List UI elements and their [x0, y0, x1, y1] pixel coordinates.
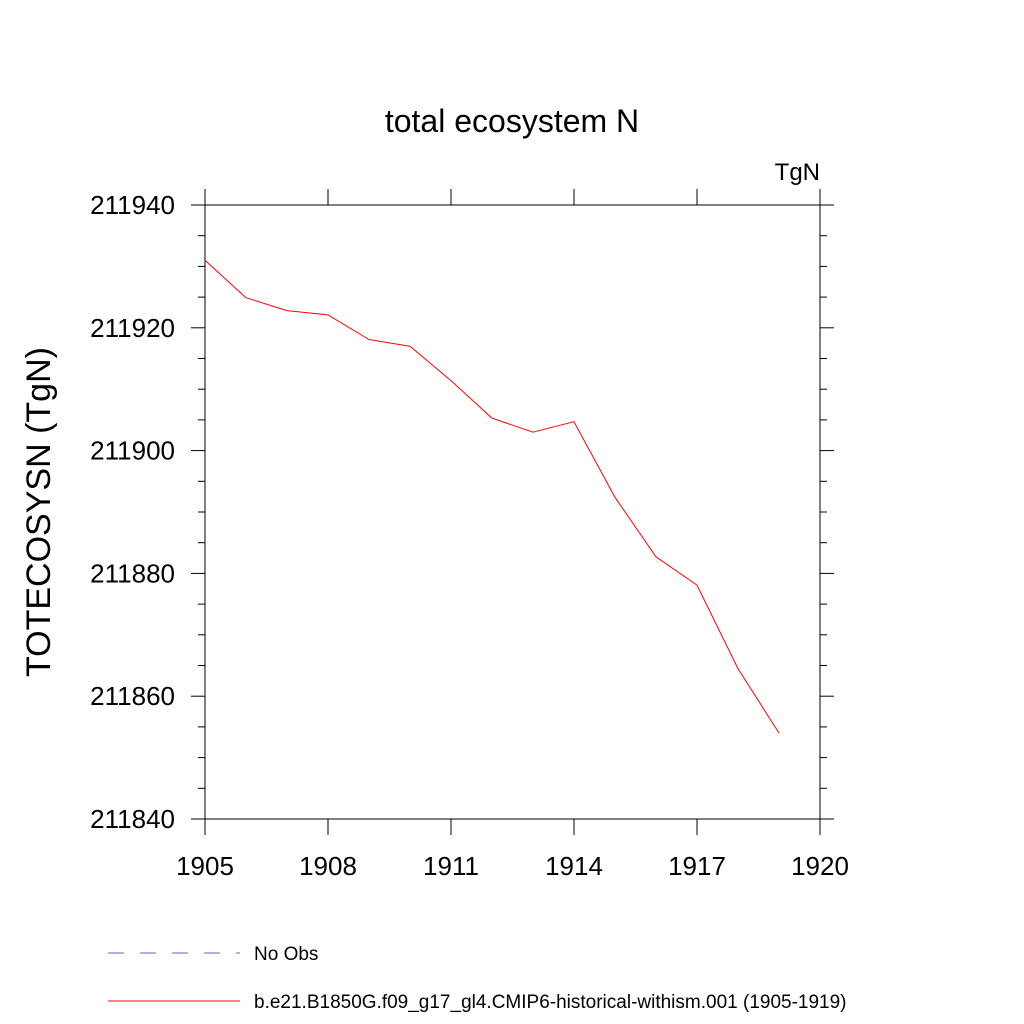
y-tick-label: 211840 — [90, 804, 175, 834]
y-tick-label: 211940 — [90, 190, 175, 220]
legend-label-1: No Obs — [254, 944, 318, 965]
y-tick-label: 211860 — [90, 681, 175, 711]
axes: 211840 211860 211880 211900 211920 211940 1905… — [90, 189, 849, 881]
x-tick-label: 1911 — [423, 851, 479, 881]
x-tick-label: 1905 — [176, 851, 234, 881]
y-tick-label: 211900 — [90, 436, 175, 466]
y-axis-label: TOTECOSYSN (TgN) — [20, 347, 58, 677]
legend-label-2: b.e21.B1850G.f09_g17_gl4.CMIP6-historica… — [254, 992, 847, 1013]
chart-title: total ecosystem N — [385, 103, 639, 139]
plot-frame — [204, 204, 821, 820]
x-tick-label: 1914 — [545, 851, 603, 881]
series-layer — [204, 259, 780, 734]
x-tick-label: 1908 — [299, 851, 357, 881]
legend: No Obs b.e21.B1850G.f09_g17_gl4.CMIP6-his… — [108, 944, 847, 1013]
x-tick-label: 1920 — [791, 851, 849, 881]
y-tick-label: 211920 — [90, 313, 175, 343]
units-label: TgN — [775, 159, 820, 186]
series-line-1 — [204, 259, 780, 734]
y-tick-label: 211880 — [90, 558, 175, 588]
x-tick-label: 1917 — [668, 851, 726, 881]
